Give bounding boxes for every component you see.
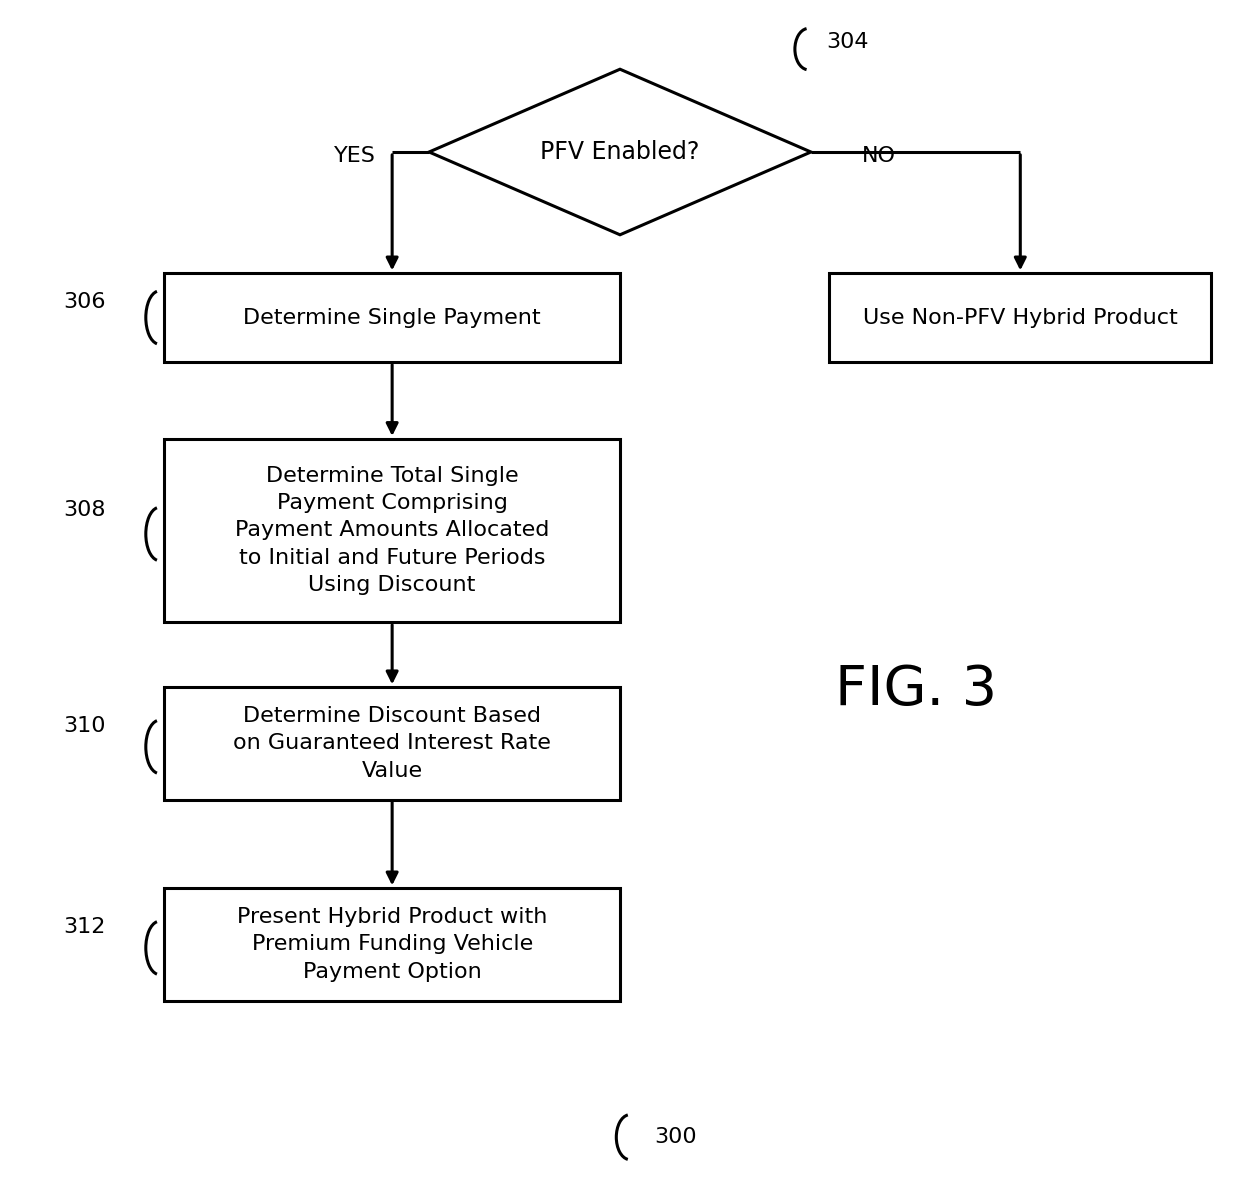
FancyBboxPatch shape <box>164 687 620 799</box>
Text: 300: 300 <box>655 1127 697 1147</box>
Text: 308: 308 <box>63 500 105 520</box>
FancyBboxPatch shape <box>830 273 1211 362</box>
Text: Present Hybrid Product with
Premium Funding Vehicle
Payment Option: Present Hybrid Product with Premium Fund… <box>237 908 547 981</box>
Text: Determine Discount Based
on Guaranteed Interest Rate
Value: Determine Discount Based on Guaranteed I… <box>233 706 551 780</box>
Text: 310: 310 <box>63 716 105 736</box>
FancyBboxPatch shape <box>164 888 620 1000</box>
Text: 304: 304 <box>827 32 869 52</box>
Polygon shape <box>429 69 811 235</box>
FancyBboxPatch shape <box>164 273 620 362</box>
Text: NO: NO <box>862 145 895 166</box>
Text: Determine Single Payment: Determine Single Payment <box>243 307 541 328</box>
Text: YES: YES <box>335 145 376 166</box>
Text: Determine Total Single
Payment Comprising
Payment Amounts Allocated
to Initial a: Determine Total Single Payment Comprisin… <box>234 466 549 594</box>
Text: FIG. 3: FIG. 3 <box>835 663 997 717</box>
Text: PFV Enabled?: PFV Enabled? <box>541 141 699 164</box>
Text: 306: 306 <box>63 292 105 312</box>
Text: 312: 312 <box>63 917 105 936</box>
Text: Use Non-PFV Hybrid Product: Use Non-PFV Hybrid Product <box>863 307 1178 328</box>
FancyBboxPatch shape <box>164 438 620 622</box>
